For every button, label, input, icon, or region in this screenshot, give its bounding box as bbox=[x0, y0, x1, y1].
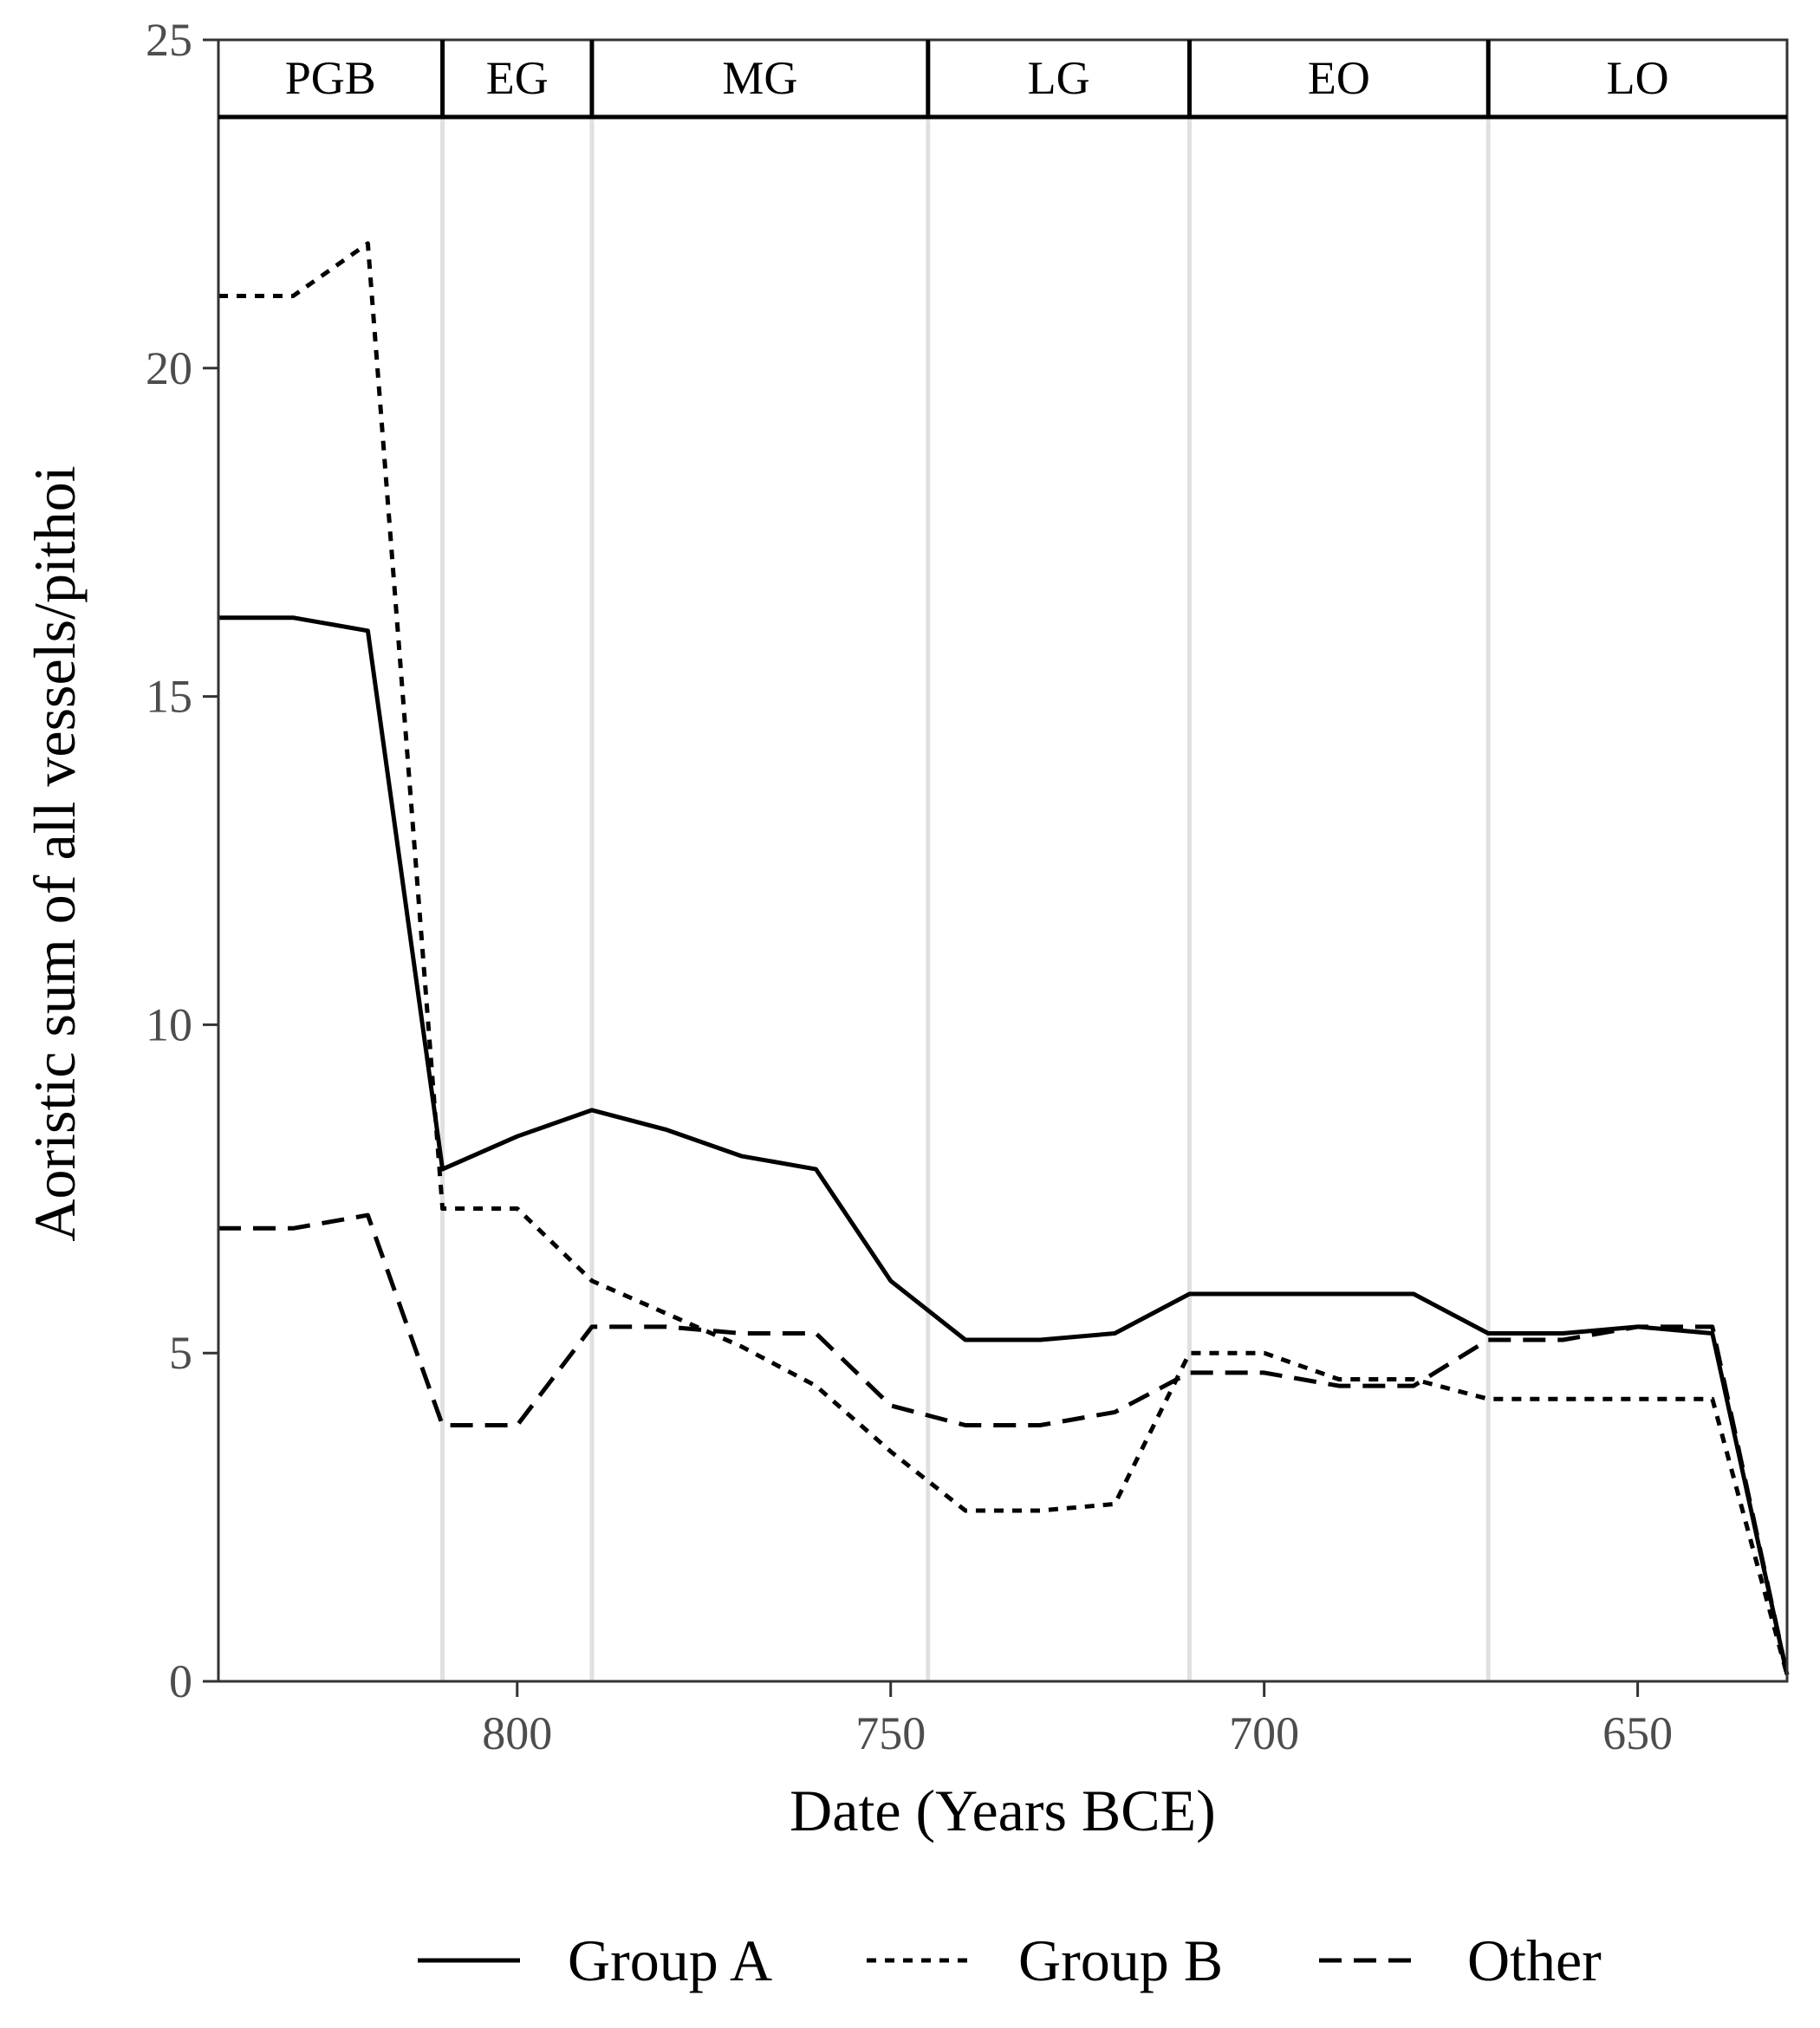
plot-panel-border bbox=[217, 38, 1789, 1683]
period-label-lg: LG bbox=[1028, 52, 1090, 104]
period-label-eg: EG bbox=[486, 52, 549, 104]
period-strip: PGB EG MG LG EO LO bbox=[218, 40, 1787, 120]
x-tick-label-800: 800 bbox=[482, 1707, 552, 1759]
period-label-lo: LO bbox=[1607, 52, 1669, 104]
x-tick-label-650: 650 bbox=[1602, 1707, 1673, 1759]
y-axis-title: Aoristic sum of all vessels/pithoi bbox=[22, 465, 88, 1241]
period-label-mg: MG bbox=[722, 52, 797, 104]
series-lines bbox=[218, 241, 1790, 1676]
y-tick-label-20: 20 bbox=[146, 342, 192, 394]
series-line-group-b bbox=[218, 241, 1790, 1676]
legend-label-group-a: Group A bbox=[568, 1927, 772, 1993]
y-tick-label-10: 10 bbox=[146, 998, 192, 1050]
y-axis: 0 5 10 15 20 25 bbox=[146, 14, 218, 1707]
y-tick-label-5: 5 bbox=[169, 1327, 192, 1379]
y-tick-label-15: 15 bbox=[146, 671, 192, 723]
period-label-pgb: PGB bbox=[285, 52, 376, 104]
x-tick-label-750: 750 bbox=[855, 1707, 926, 1759]
x-tick-label-700: 700 bbox=[1229, 1707, 1299, 1759]
x-axis-title: Date (Years BCE) bbox=[790, 1778, 1216, 1843]
x-axis: 800 750 700 650 bbox=[482, 1681, 1673, 1759]
period-label-eo: EO bbox=[1308, 52, 1370, 104]
series-line-other bbox=[218, 1212, 1790, 1675]
series-line-group-a bbox=[218, 615, 1790, 1675]
legend-label-other: Other bbox=[1467, 1927, 1602, 1993]
y-tick-label-0: 0 bbox=[169, 1655, 192, 1707]
y-tick-label-25: 25 bbox=[146, 14, 192, 66]
legend: Group A Group B Other bbox=[418, 1927, 1602, 1993]
legend-label-group-b: Group B bbox=[1018, 1927, 1223, 1993]
